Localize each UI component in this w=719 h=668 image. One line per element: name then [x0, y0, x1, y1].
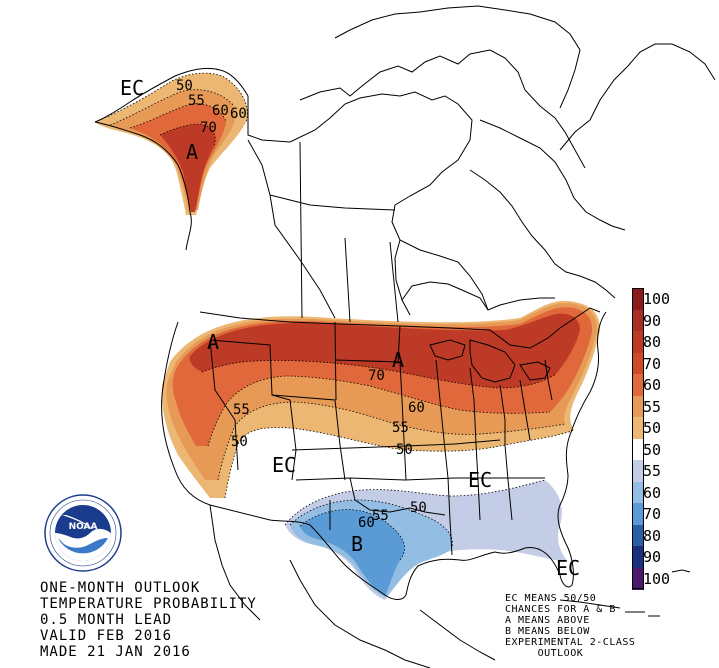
conus-below-shading — [285, 480, 568, 600]
legend-label: 100 — [643, 290, 671, 308]
contour-label-ak-55: 55 — [188, 93, 205, 109]
legend-item: 90 — [632, 309, 718, 332]
legend-label: 100 — [643, 569, 671, 588]
contour-label-us-b55: 55 — [372, 508, 389, 524]
outlook-title-block: ONE-MONTH OUTLOOK TEMPERATURE PROBABILIT… — [40, 580, 340, 660]
note-line-1: EC MEANS 50/50 — [505, 593, 597, 604]
below-60-band — [300, 509, 405, 596]
title-line-5: MADE 21 JAN 2016 — [40, 644, 191, 660]
region-label-b-texas: B — [351, 532, 364, 556]
legend-swatch — [632, 374, 644, 396]
legend-item: 80 — [632, 524, 718, 547]
region-label-a-north-central: A — [392, 348, 405, 372]
legend-item: 60 — [632, 374, 718, 396]
legend-label: 80 — [643, 333, 662, 351]
legend-item: 100 — [632, 567, 718, 590]
legend-item: 50 — [632, 438, 718, 461]
contour-label-us-70: 70 — [368, 368, 385, 384]
legend-label: 50 — [643, 440, 662, 459]
region-label-ec-florida: EC — [556, 556, 581, 580]
legend-label: 70 — [643, 354, 662, 373]
contour-label-us-b50: 50 — [410, 500, 427, 516]
title-line-4: VALID FEB 2016 — [40, 628, 173, 644]
alaska-70-band — [160, 124, 216, 212]
legend-item: 70 — [632, 503, 718, 525]
legend-label: 90 — [643, 548, 662, 566]
legend-swatch — [632, 309, 644, 332]
contour-lines — [94, 72, 575, 561]
contour-label-ak-60a: 60 — [212, 103, 229, 119]
region-label-ec-southeast: EC — [468, 468, 493, 492]
legend-swatch — [632, 481, 644, 504]
legend-item: 80 — [632, 331, 718, 353]
title-line-1: ONE-MONTH OUTLOOK — [40, 580, 201, 596]
title-line-2: TEMPERATURE PROBABILITY — [40, 596, 257, 612]
contour-label-ak-70: 70 — [200, 120, 217, 136]
region-label-a-alaska: A — [186, 140, 199, 164]
contour-label-us-50w: 50 — [231, 434, 248, 450]
legend-swatch — [632, 438, 644, 461]
region-label-a-northwest: A — [207, 330, 220, 354]
legend-swatch — [632, 395, 644, 418]
legend-swatch — [632, 288, 644, 310]
contour-label-ak-60b: 60 — [230, 106, 247, 122]
legend-item: 60 — [632, 481, 718, 504]
contour-label-ak-50: 50 — [176, 78, 193, 94]
coastlines-and-borders — [94, 5, 716, 668]
legend-label: 55 — [643, 397, 662, 416]
above-70-band — [189, 313, 580, 388]
title-line-3: 0.5 MONTH LEAD — [40, 612, 173, 628]
contour-label-us-60: 60 — [408, 400, 425, 416]
contour-label-us-b60: 60 — [358, 515, 375, 531]
legend-label: 60 — [643, 483, 662, 502]
legend-label: 90 — [643, 311, 662, 330]
legend-swatch — [632, 460, 644, 482]
legend-swatch — [632, 524, 644, 547]
conus-above-shading — [161, 300, 600, 498]
legend-label: 60 — [643, 376, 662, 394]
contour-label-us-55w: 55 — [233, 402, 250, 418]
legend-swatch — [632, 417, 644, 439]
region-label-ec-alaska: EC — [120, 76, 145, 100]
legend-item: 70 — [632, 352, 718, 375]
legend-swatch — [632, 503, 644, 525]
contour-label-us-55e: 55 — [392, 420, 409, 436]
noaa-logo-text: NOAA — [68, 522, 98, 532]
noaa-logo: NOAA — [44, 494, 122, 572]
region-label-ec-west: EC — [272, 453, 297, 477]
note-line-3: A MEANS ABOVE — [505, 615, 590, 626]
legend-swatch — [632, 352, 644, 375]
noaa-logo-icon — [44, 494, 122, 572]
legend-item: 55 — [632, 460, 718, 482]
contour-label-us-50e: 50 — [396, 442, 413, 458]
legend-item: 90 — [632, 546, 718, 568]
note-line-4: B MEANS BELOW — [505, 626, 590, 637]
legend-swatch — [632, 567, 644, 590]
note-line-6: OUTLOOK — [505, 648, 584, 659]
legend-item: 50 — [632, 417, 718, 439]
legend-label: 50 — [643, 419, 662, 437]
legend-item: 55 — [632, 395, 718, 418]
legend-item: 100 — [632, 288, 718, 310]
note-line-5: EXPERIMENTAL 2-CLASS — [505, 637, 636, 648]
legend-label: 70 — [643, 505, 662, 523]
legend-swatch — [632, 546, 644, 568]
alaska-shading — [95, 73, 248, 215]
note-line-2: CHANCES FOR A & B — [505, 604, 616, 615]
legend-swatch — [632, 331, 644, 353]
legend-label: 80 — [643, 526, 662, 545]
legend-notes-block: EC MEANS 50/50 CHANCES FOR A & B A MEANS… — [505, 593, 715, 659]
legend-label: 55 — [643, 462, 662, 480]
